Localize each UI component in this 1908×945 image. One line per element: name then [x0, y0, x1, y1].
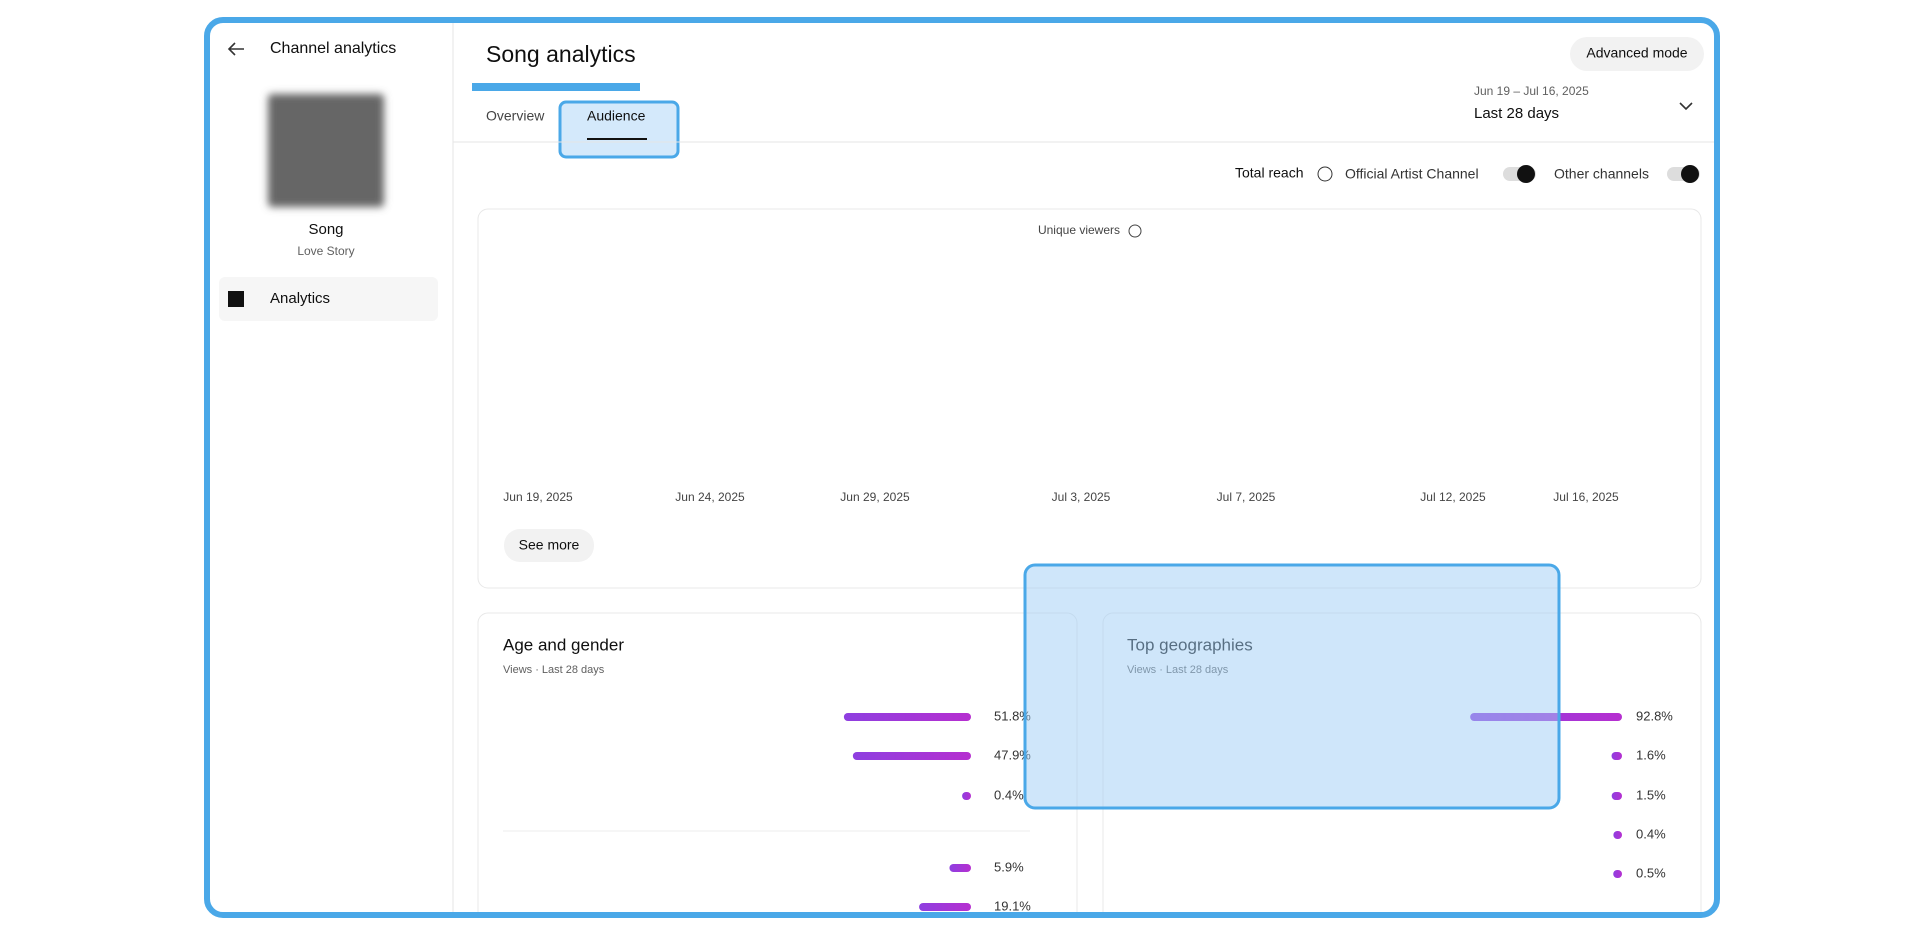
x-tick-label: Jun 19, 2025	[503, 490, 573, 504]
tab-overview[interactable]: Overview	[486, 108, 545, 124]
bar	[949, 864, 971, 872]
title-underline	[472, 83, 640, 91]
tab-audience[interactable]: Audience	[587, 108, 646, 124]
value-label: 47.9%	[994, 747, 1031, 762]
age-subtitle: Views · Last 28 days	[503, 664, 605, 676]
date-range: Jun 19 – Jul 16, 2025	[1474, 84, 1589, 98]
age-card	[477, 612, 1078, 912]
tab-highlight	[558, 100, 680, 159]
nav-analytics[interactable]: Analytics	[270, 290, 330, 307]
x-tick-label: Jul 12, 2025	[1420, 490, 1486, 504]
bar	[1611, 792, 1622, 800]
bar	[1613, 870, 1622, 878]
analytics-icon	[228, 291, 244, 307]
x-tick-label: Jun 24, 2025	[675, 490, 745, 504]
overlay-highlight	[1023, 563, 1561, 810]
value-label: 5.9%	[994, 859, 1024, 874]
value-label: 19.1%	[994, 898, 1031, 913]
song-subtitle: Love Story	[297, 244, 354, 258]
value-label: 0.5%	[1636, 865, 1666, 880]
bar	[843, 713, 971, 721]
nav-highlight	[219, 277, 438, 321]
value-label: 92.8%	[1636, 708, 1673, 723]
bar	[962, 792, 971, 800]
reach-title: Unique viewers	[1038, 223, 1120, 237]
see-more-button[interactable]	[504, 529, 594, 562]
reach-card	[477, 208, 1702, 589]
x-tick-label: Jul 7, 2025	[1217, 490, 1276, 504]
value-label: 1.6%	[1636, 747, 1666, 762]
sidebar-header: Channel analytics	[270, 40, 396, 57]
period-chevron[interactable]	[1679, 102, 1693, 111]
period[interactable]: Last 28 days	[1474, 105, 1559, 122]
thumbnail	[268, 94, 384, 207]
other-label: Other channels	[1554, 166, 1649, 182]
other-knob	[1681, 165, 1699, 183]
official-label: Official Artist Channel	[1345, 166, 1479, 182]
value-label: 0.4%	[994, 787, 1024, 802]
age-title: Age and gender	[503, 635, 624, 654]
x-tick-label: Jun 29, 2025	[840, 490, 910, 504]
bar	[852, 752, 971, 760]
bar	[919, 903, 971, 911]
see-more-label[interactable]: See more	[519, 537, 580, 553]
content: Channel analytics Song Love Story Analyt…	[210, 23, 1714, 913]
official-knob	[1517, 165, 1535, 183]
bar	[1613, 831, 1622, 839]
back-arrow[interactable]	[227, 42, 244, 56]
total-reach: Total reach	[1235, 165, 1303, 181]
frame	[204, 17, 1720, 918]
value-label: 51.8%	[994, 708, 1031, 723]
advanced-label[interactable]: Advanced mode	[1586, 45, 1687, 61]
value-label: 0.4%	[1636, 826, 1666, 841]
x-tick-label: Jul 3, 2025	[1052, 490, 1111, 504]
song-title: Song	[308, 221, 343, 238]
info-icon	[1128, 224, 1142, 238]
bar	[1611, 752, 1622, 760]
page-title: Song analytics	[486, 41, 636, 67]
help-icon[interactable]	[1317, 166, 1333, 182]
x-tick-label: Jul 16, 2025	[1553, 490, 1619, 504]
advanced-button[interactable]	[1570, 37, 1704, 71]
value-label: 1.5%	[1636, 787, 1666, 802]
